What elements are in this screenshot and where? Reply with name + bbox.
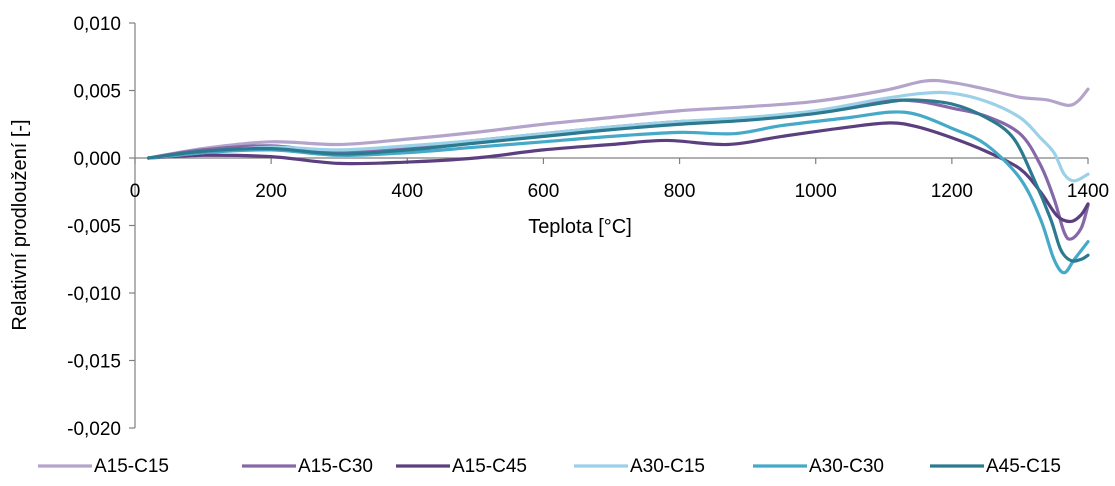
series-lines: [147, 78, 1090, 275]
series-line-a15-c45: [147, 121, 1090, 224]
legend-label: A45-C15: [986, 456, 1061, 477]
x-tick-label: 600: [528, 181, 560, 202]
x-tick-label: 1400: [1067, 181, 1109, 202]
x-tick-label: 200: [255, 181, 287, 202]
legend-item-a30-c30: A30-C30: [753, 456, 884, 477]
x-tick-label: 1000: [795, 181, 837, 202]
x-axis-title: Teplota [°C]: [528, 216, 632, 238]
x-ticks: 0 200 400 600 800 1000 1200 1400: [130, 158, 1109, 202]
legend-label: A15-C30: [298, 456, 373, 477]
legend-item-a15-c15: A15-C15: [38, 456, 169, 477]
x-tick-label: 400: [391, 181, 423, 202]
series-line-a30-c30: [147, 110, 1090, 275]
y-tick-label: 0,000: [73, 149, 121, 170]
legend: A15-C15 A15-C30 A15-C45 A30-C15 A30-C30 A45-C…: [38, 456, 1061, 477]
y-tick-label: -0,005: [67, 217, 121, 238]
series-line-a45-c15: [147, 98, 1090, 263]
y-tick-label: -0,020: [67, 419, 121, 440]
legend-label: A15-C45: [452, 456, 527, 477]
y-ticks: 0,010 0,005 0,000 -0,005 -0,010 -0,015 -0,020: [67, 14, 135, 440]
y-tick-label: 0,010: [73, 14, 121, 35]
plot-area: 0,0100,0050,000-0,005-0,010-0,015-0,020 …: [67, 14, 1109, 440]
y-axis-title: Relativní prodloužení [-]: [9, 119, 31, 330]
x-tick-label: 0: [130, 181, 141, 202]
legend-label: A30-C15: [630, 456, 705, 477]
legend-label: A30-C30: [809, 456, 884, 477]
legend-item-a15-c30: A15-C30: [242, 456, 373, 477]
y-tick-label: 0,005: [73, 82, 121, 103]
x-tick-label: 800: [664, 181, 696, 202]
y-tick-label: -0,010: [67, 284, 121, 305]
legend-label: A15-C15: [94, 456, 169, 477]
legend-item-a15-c45: A15-C45: [396, 456, 527, 477]
series-line-a15-c15: [147, 78, 1090, 160]
legend-item-a45-c15: A45-C15: [930, 456, 1061, 477]
y-tick-label: -0,015: [67, 352, 121, 373]
series-line-a30-c15: [147, 90, 1090, 183]
x-tick-label: 1200: [931, 181, 973, 202]
legend-item-a30-c15: A30-C15: [574, 456, 705, 477]
